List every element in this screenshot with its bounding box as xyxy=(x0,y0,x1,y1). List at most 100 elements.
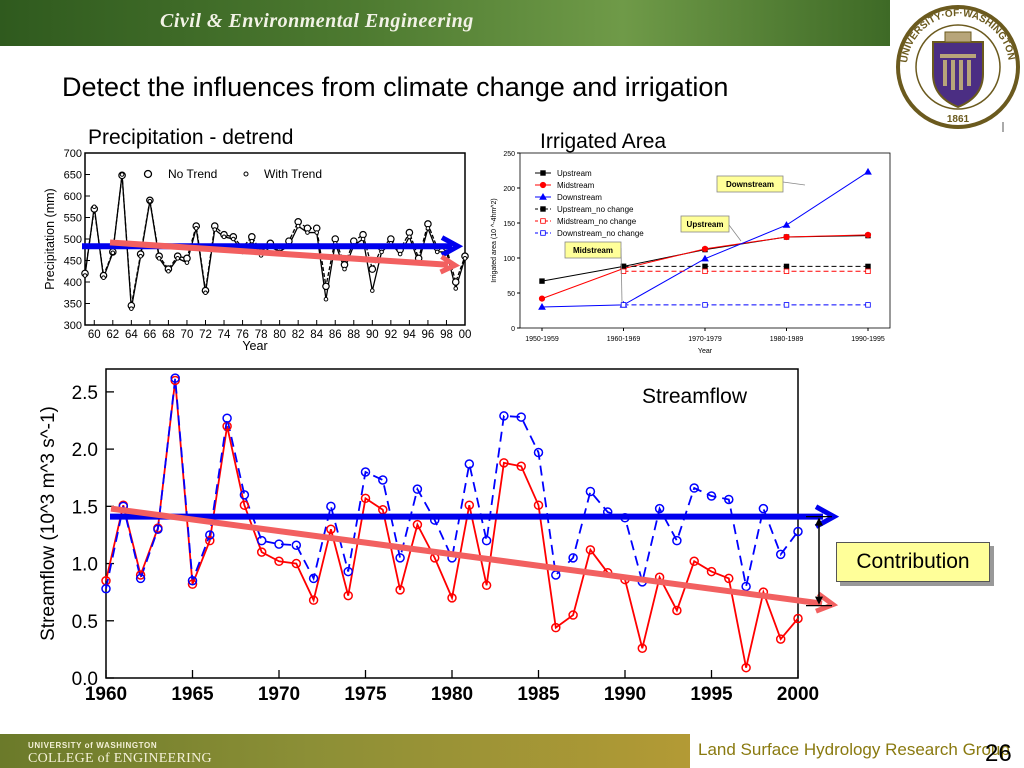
streamflow-red-line xyxy=(105,380,799,668)
precip-y-tick-label: 450 xyxy=(64,256,82,268)
streamflow-red-point xyxy=(516,461,526,472)
streamflow-blue-point xyxy=(187,575,198,586)
precip-with-trend-point xyxy=(119,172,125,177)
irr-series-point xyxy=(702,268,708,274)
streamflow-blue-point xyxy=(274,539,284,549)
streamflow-red-point xyxy=(533,500,544,510)
streamflow-red-point xyxy=(793,613,803,624)
irr-series-point xyxy=(864,231,872,239)
irr-series-point xyxy=(702,302,708,308)
streamflow-x-tick-label: 1995 xyxy=(690,684,733,705)
precip-x-tick-label: 90 xyxy=(366,329,379,341)
streamflow-blue-point xyxy=(308,573,319,584)
precip-no-trend-point xyxy=(451,278,460,286)
precip-with-trend-point xyxy=(434,249,440,255)
irr-legend-label: Midstream xyxy=(557,181,595,190)
precip-no-trend-point xyxy=(368,265,377,273)
irr-legend-label: Midstream_no change xyxy=(557,217,637,226)
precip-with-trend-point xyxy=(453,286,459,291)
streamflow-blue-point xyxy=(775,549,786,560)
precip-x-tick-label: 92 xyxy=(384,329,397,341)
precip-x-tick-label: 76 xyxy=(236,329,249,341)
irr-callout-downstream-box xyxy=(716,175,784,193)
precip-no-trend-point xyxy=(322,282,330,291)
streamflow-red-point xyxy=(741,662,751,673)
precip-with-trend-point xyxy=(360,236,366,242)
streamflow-blue-point xyxy=(706,491,717,501)
streamflow-red-point xyxy=(637,643,648,653)
irr-callout-upstream-box xyxy=(680,215,730,233)
irr-series-point xyxy=(701,254,709,262)
precip-x-tick-label: 68 xyxy=(162,329,175,341)
streamflow-red-point xyxy=(447,593,457,603)
precip-trend-arrow xyxy=(109,239,449,268)
irr-series-point xyxy=(782,221,791,228)
precip-with-trend-point xyxy=(184,260,190,265)
streamflow-red-point xyxy=(568,610,578,620)
irr-series-point xyxy=(783,268,790,274)
irr-y-tick-label: 150 xyxy=(503,221,515,228)
seal-year: 1861 xyxy=(947,114,970,125)
streamflow-red-point xyxy=(672,605,682,616)
streamflow-blue-point xyxy=(256,535,267,546)
precip-x-tick-label: 70 xyxy=(181,329,194,341)
precip-with-trend-point xyxy=(82,273,88,278)
irr-series-point xyxy=(539,278,545,284)
precip-with-trend-point xyxy=(138,253,143,259)
streamflow-red-point xyxy=(256,547,267,557)
streamflow-y-tick-label: 1.0 xyxy=(72,555,98,576)
irr-callout-downstream-leader xyxy=(782,181,806,186)
irr-series-point xyxy=(538,295,546,302)
streamflow-blue-point xyxy=(343,566,353,577)
streamflow-blue-point xyxy=(291,540,302,550)
streamflow-blue-point xyxy=(568,553,578,563)
precip-x-axis-label: Year xyxy=(242,339,267,353)
precip-with-trend-point xyxy=(110,250,116,256)
irr-y-tick-label: 200 xyxy=(503,186,515,193)
streamflow-blue-point xyxy=(654,503,665,514)
streamflow-blue-point xyxy=(135,573,146,584)
streamflow-red-point xyxy=(135,570,146,580)
precip-with-trend-point xyxy=(212,227,218,232)
streamflow-y-tick-label: 2.5 xyxy=(72,383,98,404)
streamflow-red-point xyxy=(326,524,336,534)
irrigated-chart-title: Irrigated Area xyxy=(540,130,667,153)
contribution-callout: Contribution xyxy=(836,542,990,582)
streamflow-blue-point xyxy=(170,373,180,383)
irr-x-axis-label: Year xyxy=(698,348,713,355)
precip-x-tick-label: 82 xyxy=(292,329,305,341)
streamflow-red-point xyxy=(689,556,699,567)
precip-y-tick-label: 600 xyxy=(64,191,82,203)
streamflow-red-point xyxy=(187,579,198,589)
irr-legend-marker xyxy=(540,206,546,212)
precip-with-trend-point xyxy=(462,256,468,261)
irr-x-tick-label: 1990-1995 xyxy=(851,336,885,343)
page-number: 26 xyxy=(985,740,1012,767)
streamflow-blue-point xyxy=(205,530,215,540)
footer-college: COLLEGE of ENGINEERING xyxy=(28,751,212,766)
streamflow-red-point xyxy=(205,535,215,546)
irr-x-tick-label: 1950-1959 xyxy=(525,336,559,343)
streamflow-red-point xyxy=(274,556,284,567)
precip-x-tick-label: 84 xyxy=(310,329,323,341)
precip-legend-marker-with-trend xyxy=(243,171,249,177)
irr-legend-marker xyxy=(540,230,546,236)
footer-lab-name: Land Surface Hydrology Research Group xyxy=(698,740,1010,759)
streamflow-blue-point xyxy=(689,483,699,493)
irr-y-tick-label: 250 xyxy=(503,151,515,158)
precip-x-tick-label: 74 xyxy=(218,329,231,341)
streamflow-blue-point xyxy=(551,570,561,580)
streamflow-blue-point xyxy=(724,494,734,505)
precip-x-tick-label: 66 xyxy=(143,329,156,341)
streamflow-red-point xyxy=(291,558,302,569)
streamflow-red-point xyxy=(724,573,734,584)
precip-x-tick-label: 96 xyxy=(422,329,435,341)
irr-series-point xyxy=(865,268,871,274)
streamflow-blue-point xyxy=(516,412,526,422)
precip-x-tick-label: 94 xyxy=(403,329,416,341)
irr-callout-midstream: Midstream xyxy=(573,246,613,255)
streamflow-red-point xyxy=(551,622,561,633)
precip-y-tick-label: 350 xyxy=(64,299,82,311)
uw-seal-logo: UNIVERSITY·OF·WASHINGTON 1861 xyxy=(896,5,1020,132)
irr-legend-label: Downstream_no change xyxy=(557,229,644,238)
